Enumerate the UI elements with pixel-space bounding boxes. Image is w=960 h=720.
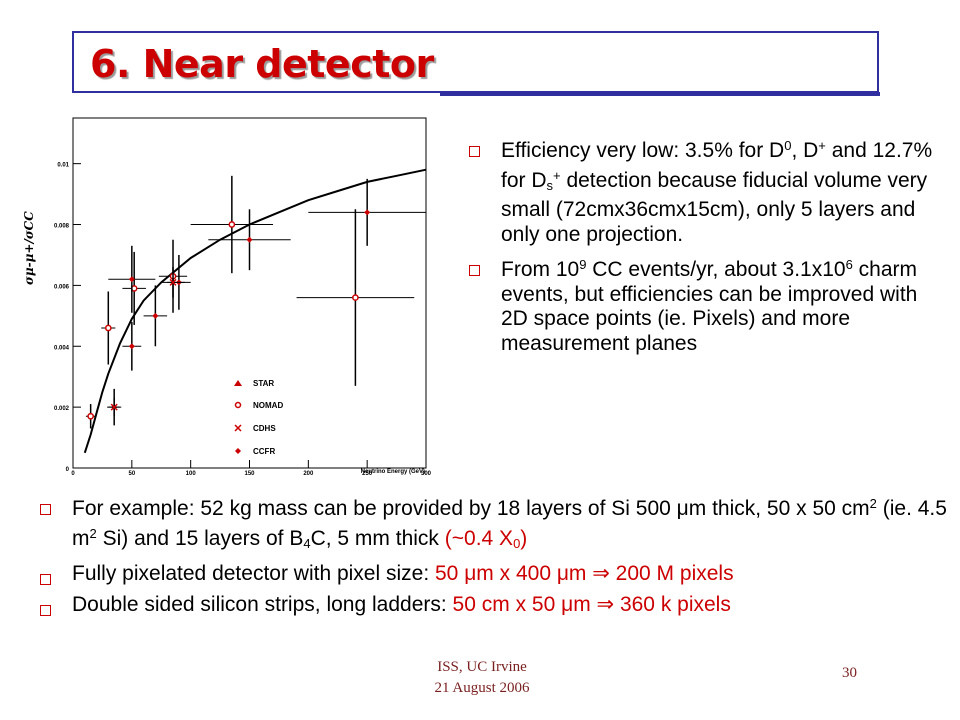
right-bullet-list: Efficiency very low: 3.5% for D0, D+ and… [467,134,937,362]
data-point-ccfr [108,245,156,313]
marker-circle [352,294,359,301]
x-tick-label: 150 [244,471,255,475]
bullet-efficiency: Efficiency very low: 3.5% for D0, D+ and… [467,134,937,247]
bullet-pixelated-detector-text: Fully pixelated detector with pixel size… [72,562,734,585]
slide-title: 6. Near detector [90,42,434,86]
legend-ccfr: CCFR [235,447,275,456]
data-point-nomad [122,251,146,325]
legend: STAR NOMAD CDHS CCFR [234,379,283,456]
legend-cdhs: CDHS [234,424,276,433]
legend-label-cdhs: CDHS [253,424,276,433]
y-tick-label: 0.008 [54,224,70,230]
data-point-ccfr [143,285,168,347]
y-tick-label: 0.004 [54,345,70,351]
marker-diamond [246,236,253,243]
bullet-marker [469,265,480,276]
x-tick-label: 200 [303,471,314,475]
x-tick-label: 100 [186,471,197,475]
bullet-efficiency-text: Efficiency very low: 3.5% for D0, D+ and… [501,138,933,246]
y-tick-label: 0.002 [54,406,70,412]
y-tick-label: 0 [66,467,70,473]
x-tick-label: 50 [128,471,135,475]
fit-curve [83,168,427,454]
bullet-cc-events-text: From 109 CC events/yr, about 3.1x106 cha… [501,257,918,355]
bullet-marker [40,604,51,616]
title-underline [440,92,880,96]
data-point-nomad [101,291,116,365]
charm-ratio-plot: 0 0.002 0.004 0.006 0.008 0.01 0 50 100 150 200 250… [22,117,432,475]
data-point-cdhs [161,267,185,298]
data-point-ccfr [308,178,426,246]
x-axis-label: Neutrino Energy (GeV) [361,469,425,475]
marker-x [110,403,118,411]
bottom-bullet-list: For example: 52 kg mass can be provided … [38,492,948,623]
footer-line-2: 21 August 2006 [434,680,530,696]
marker-circle [104,324,112,332]
data-point-nomad [85,404,96,429]
x-tick-label: 0 [71,471,75,475]
marker-circle [228,221,236,228]
bullet-marker [40,574,51,585]
legend-label-nomad: NOMAD [253,401,283,410]
y-axis-label: σμ-μ+/σCC [22,211,36,285]
data-point-nomad [296,209,415,386]
marker-diamond [128,276,135,283]
data-point-cdhs [108,398,121,417]
legend-label-star: STAR [253,379,274,388]
bullet-example-mass-text: For example: 52 kg mass can be provided … [72,496,947,551]
data-point-ccfr [208,209,291,271]
y-tick-label: 0.01 [57,163,69,169]
footer-venue: ISS, UC Irvine 21 August 2006 [392,657,572,699]
y-tick-label: 0.006 [54,284,70,290]
plot-frame [72,117,427,469]
bullet-marker [469,146,480,157]
bullet-marker [40,504,51,515]
legend-label-ccfr: CCFR [253,447,275,456]
marker-x [169,278,177,286]
marker-diamond [128,343,135,350]
bullet-silicon-strips-text: Double sided silicon strips, long ladder… [72,592,731,616]
footer-line-1: ISS, UC Irvine [437,659,527,675]
bullet-pixelated-detector: Fully pixelated detector with pixel size… [38,562,948,587]
data-point-ccfr [122,321,142,371]
marker-diamond [152,312,159,319]
bullet-silicon-strips: Double sided silicon strips, long ladder… [38,593,948,618]
data-point-nomad [190,175,274,274]
marker-diamond [364,209,371,216]
bullet-example-mass: For example: 52 kg mass can be provided … [38,492,948,556]
legend-nomad: NOMAD [234,401,283,410]
page-number: 30 [842,665,857,681]
legend-star: STAR [234,379,274,388]
marker-circle [87,412,95,420]
x-tick-label: 300 [421,471,432,475]
bullet-cc-events: From 109 CC events/yr, about 3.1x106 cha… [467,253,937,356]
x-tick-label: 250 [362,471,373,475]
